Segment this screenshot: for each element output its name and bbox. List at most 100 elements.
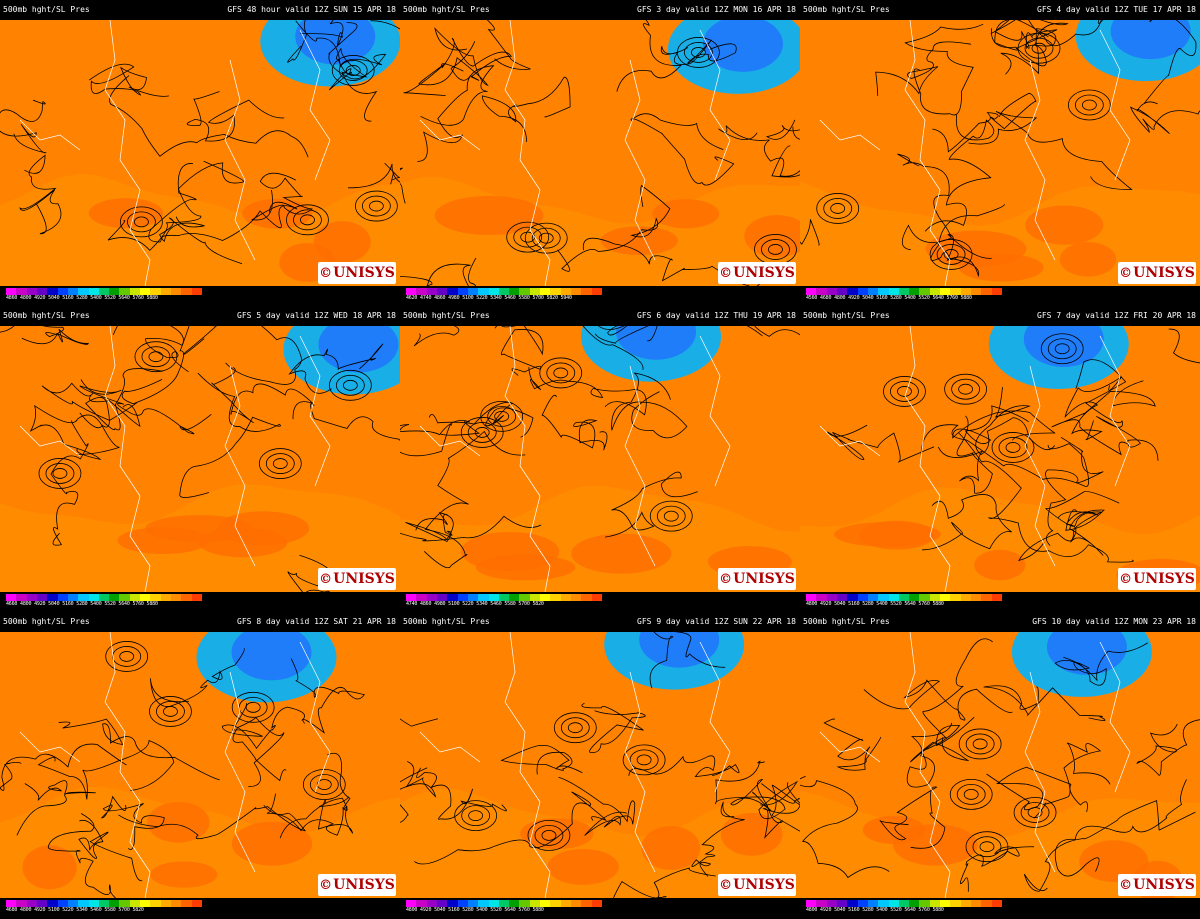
- legend-swatch: [36, 900, 48, 907]
- legend-swatch: [960, 594, 971, 601]
- legend-swatch: [509, 288, 520, 295]
- color-legend: [406, 288, 602, 295]
- legend-swatch: [467, 288, 479, 295]
- legend-swatch: [560, 594, 571, 601]
- legend-swatch: [981, 288, 992, 295]
- legend-swatch: [416, 900, 427, 907]
- legend-swatch: [171, 288, 182, 295]
- legend-swatch: [457, 288, 468, 295]
- legend-swatch: [816, 900, 827, 907]
- legend-swatch: [47, 900, 58, 907]
- forecast-panel-4: 500mb hght/SL Pres GFS 5 day valid 12Z WE…: [0, 306, 400, 612]
- legend-swatch: [816, 288, 827, 295]
- legend-swatch: [160, 900, 171, 907]
- legend-swatch: [971, 594, 982, 601]
- legend-swatch: [991, 594, 1002, 601]
- legend-ticks: 4740 4860 4980 5100 5220 5340 5460 5580 …: [406, 601, 544, 607]
- legend-swatch: [119, 288, 130, 295]
- unisys-logo: © UNISYS: [1118, 262, 1196, 284]
- legend-swatch: [416, 288, 427, 295]
- legend-swatch: [426, 900, 437, 907]
- forecast-map: [800, 632, 1200, 898]
- logo-text: UNISYS: [333, 571, 395, 587]
- legend-swatch: [816, 594, 827, 601]
- legend-swatch: [857, 288, 868, 295]
- legend-swatch: [878, 288, 889, 295]
- legend-swatch: [898, 900, 910, 907]
- legend-swatch: [909, 594, 920, 601]
- forecast-panel-9: 500mb hght/SL Pres GFS 10 day valid 12Z M…: [800, 612, 1200, 919]
- forecast-panel-7: 500mb hght/SL Pres GFS 8 day valid 12Z SA…: [0, 612, 400, 919]
- legend-swatch: [488, 900, 499, 907]
- legend-swatch: [581, 288, 592, 295]
- legend-ticks: 4660 4800 4920 5040 5160 5280 5400 5520 …: [6, 601, 158, 607]
- legend-swatch: [191, 900, 202, 907]
- copyright-symbol: ©: [719, 265, 733, 281]
- copyright-symbol: ©: [1119, 877, 1133, 893]
- legend-swatch: [919, 594, 930, 601]
- legend-swatch: [129, 288, 141, 295]
- forecast-map: [800, 326, 1200, 592]
- legend-swatch: [867, 900, 879, 907]
- unisys-logo: © UNISYS: [318, 262, 396, 284]
- legend-swatch: [919, 900, 930, 907]
- copyright-symbol: ©: [719, 571, 733, 587]
- forecast-map: [0, 632, 400, 898]
- legend-swatch: [540, 288, 551, 295]
- legend-swatch: [519, 594, 530, 601]
- legend-swatch: [560, 900, 571, 907]
- legend-swatch: [836, 288, 848, 295]
- legend-swatch: [26, 900, 37, 907]
- legend-swatch: [140, 288, 151, 295]
- legend-swatch: [529, 594, 541, 601]
- unisys-logo: © UNISYS: [1118, 568, 1196, 590]
- legend-swatch: [560, 288, 571, 295]
- legend-swatch: [878, 900, 889, 907]
- panel-valid-time: GFS 8 day valid 12Z SAT 21 APR 18: [237, 617, 396, 626]
- legend-swatch: [888, 288, 899, 295]
- unisys-logo: © UNISYS: [1118, 874, 1196, 896]
- legend-swatch: [836, 900, 848, 907]
- legend-swatch: [529, 288, 541, 295]
- legend-swatch: [171, 900, 182, 907]
- legend-swatch: [909, 288, 920, 295]
- legend-swatch: [867, 288, 879, 295]
- forecast-map: [400, 632, 800, 898]
- copyright-symbol: ©: [1119, 571, 1133, 587]
- unisys-logo: © UNISYS: [318, 568, 396, 590]
- legend-swatch: [806, 900, 817, 907]
- legend-ticks: 4800 4920 5040 5160 5280 5400 5520 5640 …: [806, 907, 944, 913]
- legend-swatch: [467, 594, 479, 601]
- legend-swatch: [571, 594, 582, 601]
- panel-field-label: 500mb hght/SL Pres: [3, 617, 90, 626]
- legend-swatch: [457, 900, 468, 907]
- copyright-symbol: ©: [1119, 265, 1133, 281]
- legend-swatch: [6, 288, 17, 295]
- copyright-symbol: ©: [319, 265, 333, 281]
- legend-swatch: [447, 594, 458, 601]
- legend-swatch: [519, 288, 530, 295]
- legend-swatch: [467, 900, 479, 907]
- legend-swatch: [406, 288, 417, 295]
- legend-swatch: [540, 900, 551, 907]
- panel-field-label: 500mb hght/SL Pres: [403, 311, 490, 320]
- legend-swatch: [119, 594, 130, 601]
- legend-swatch: [550, 288, 561, 295]
- legend-swatch: [26, 594, 37, 601]
- panel-field-label: 500mb hght/SL Pres: [803, 5, 890, 14]
- legend-swatch: [960, 900, 971, 907]
- legend-ticks: 4560 4680 4800 4920 5040 5160 5280 5400 …: [806, 295, 972, 301]
- copyright-symbol: ©: [719, 877, 733, 893]
- legend-ticks: 4860 4800 4920 5040 5160 5280 5400 5520 …: [6, 295, 158, 301]
- legend-swatch: [826, 594, 837, 601]
- legend-swatch: [581, 900, 592, 907]
- legend-swatch: [498, 288, 510, 295]
- legend-swatch: [160, 288, 171, 295]
- legend-swatch: [950, 594, 961, 601]
- legend-swatch: [950, 900, 961, 907]
- legend-swatch: [181, 594, 192, 601]
- legend-swatch: [550, 900, 561, 907]
- legend-swatch: [16, 594, 27, 601]
- legend-swatch: [47, 594, 58, 601]
